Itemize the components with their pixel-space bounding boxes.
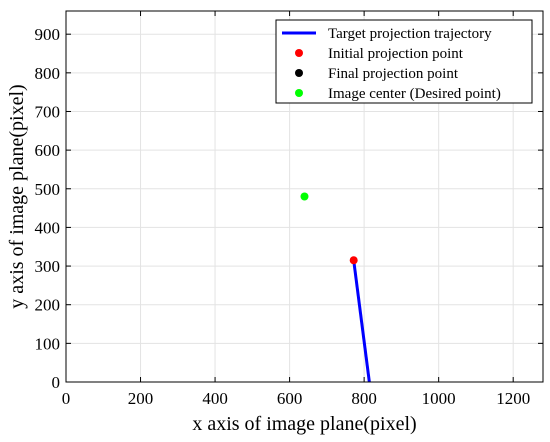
y-tick-label: 200 bbox=[35, 296, 61, 315]
y-tick-label: 700 bbox=[35, 102, 61, 121]
plot-series bbox=[300, 192, 371, 383]
legend-label: Initial projection point bbox=[328, 46, 464, 62]
legend-items: Target projection trajectory Initial proj… bbox=[282, 26, 501, 102]
trajectory-line bbox=[352, 260, 371, 383]
x-tick-label: 200 bbox=[128, 389, 154, 408]
data-point bbox=[300, 192, 309, 201]
x-tick-label: 1200 bbox=[496, 389, 530, 408]
legend-marker-swatch bbox=[295, 49, 303, 57]
y-tick-label: 300 bbox=[35, 257, 61, 276]
legend-marker-swatch bbox=[295, 69, 303, 77]
plot-frame bbox=[65, 10, 544, 383]
x-tick-label: 800 bbox=[351, 389, 377, 408]
y-tick-label: 900 bbox=[35, 25, 61, 44]
x-tick-label: 0 bbox=[62, 389, 71, 408]
legend: Target projection trajectory Initial proj… bbox=[275, 19, 533, 104]
x-tick-label: 1000 bbox=[422, 389, 456, 408]
y-axis-label: y axis of image plane(pixel) bbox=[6, 84, 28, 308]
x-axis-label: x axis of image plane(pixel) bbox=[192, 413, 416, 435]
legend-label: Image center (Desired point) bbox=[328, 86, 501, 102]
y-tick-label: 100 bbox=[35, 334, 61, 353]
y-tick-label: 600 bbox=[35, 141, 61, 160]
legend-label: Target projection trajectory bbox=[328, 26, 492, 42]
axis-ticks: 0 200 400 600 800 1000 1200 0 100 200 300 400 500 600… bbox=[35, 11, 543, 408]
y-tick-label: 400 bbox=[35, 218, 61, 237]
legend-label: Final projection point bbox=[328, 66, 459, 82]
y-tick-label: 500 bbox=[35, 180, 61, 199]
y-tick-label: 0 bbox=[52, 373, 61, 392]
data-point bbox=[349, 256, 358, 265]
x-tick-label: 400 bbox=[202, 389, 228, 408]
x-tick-label: 600 bbox=[277, 389, 303, 408]
legend-box bbox=[275, 19, 533, 104]
legend-marker-swatch bbox=[295, 89, 303, 97]
y-tick-label: 800 bbox=[35, 64, 61, 83]
